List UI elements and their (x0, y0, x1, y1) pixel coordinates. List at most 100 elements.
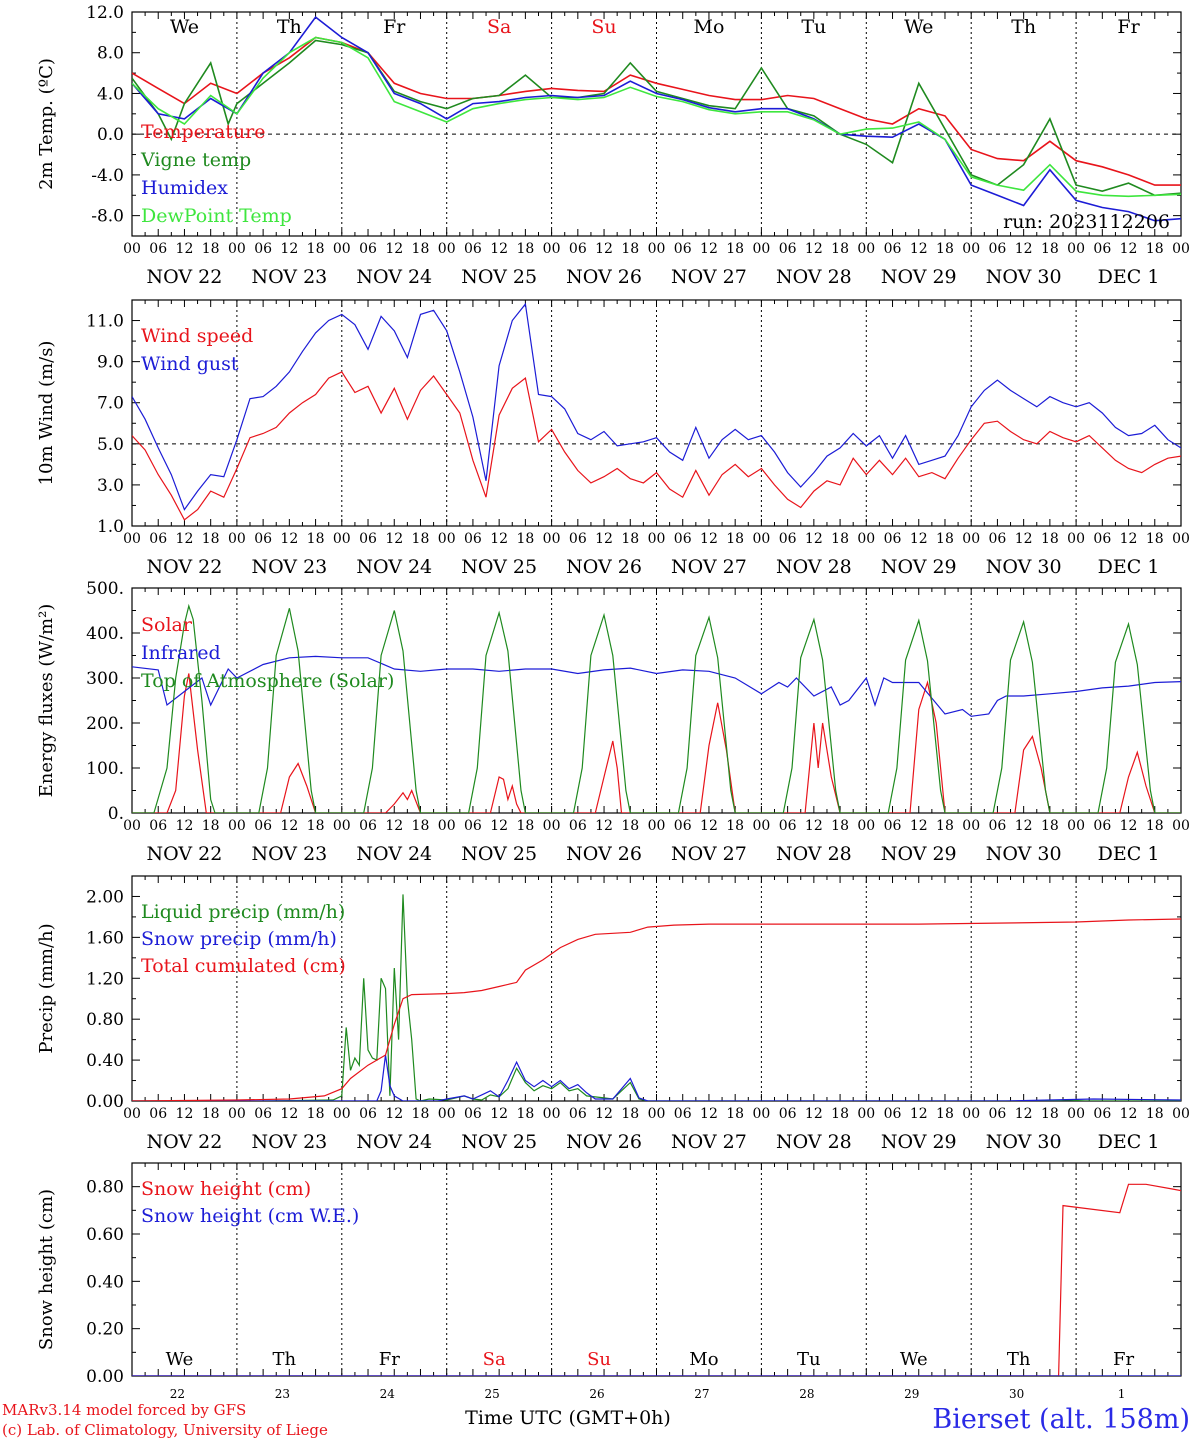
hour-tick-label: 00 (1172, 818, 1190, 834)
weekday-label: Sa (487, 16, 511, 38)
date-label: NOV 29 (881, 1131, 957, 1153)
hour-tick-label: 06 (674, 1106, 692, 1122)
hour-tick-label: 06 (1093, 1106, 1111, 1122)
hour-tick-label: 12 (910, 818, 928, 834)
weekday-label: Th (273, 1349, 297, 1370)
panel-2: 11.0 9.0 7.0 5.0 3.0 1.0 10m Wind (m/s) Wind sp… (36, 299, 1190, 578)
y-axis-label: 2m Temp. (ºC) (36, 58, 57, 190)
hour-tick-label: 12 (910, 1106, 928, 1122)
hour-tick-label: 00 (123, 1106, 141, 1122)
hour-tick-label: 12 (595, 1106, 613, 1122)
legend-entry: Snow height (cm) (141, 1178, 311, 1200)
day-number-label: 25 (485, 1387, 500, 1401)
hour-tick-label: 06 (989, 818, 1007, 834)
station-label: Bierset (alt. 158m) (932, 1404, 1190, 1435)
hour-tick-label: 00 (333, 818, 351, 834)
hour-tick-label: 18 (516, 1106, 534, 1122)
hour-tick-label: 00 (228, 531, 246, 547)
y-tick-label: 300. (86, 669, 124, 689)
series-line (132, 1183, 1181, 1376)
hour-tick-label: 06 (989, 1106, 1007, 1122)
weekday-label: Mo (693, 16, 724, 38)
hour-tick-label: 18 (831, 531, 849, 547)
hour-tick-label: 12 (700, 531, 718, 547)
date-label: NOV 26 (566, 266, 642, 288)
date-label: NOV 26 (566, 1131, 642, 1153)
date-label: NOV 24 (356, 1131, 432, 1153)
y-tick-label: 9.0 (97, 353, 124, 373)
date-label: NOV 28 (776, 1131, 852, 1153)
y-tick-label: 400. (86, 624, 124, 644)
hour-tick-label: 12 (805, 241, 823, 257)
hour-tick-label: 00 (123, 241, 141, 257)
hour-tick-label: 06 (359, 818, 377, 834)
hour-tick-label: 18 (1041, 531, 1059, 547)
hour-tick-label: 06 (464, 1106, 482, 1122)
hour-tick-label: 00 (438, 818, 456, 834)
y-tick-label: 1.20 (86, 969, 124, 989)
hour-tick-label: 12 (490, 1106, 508, 1122)
legend-entry: Vigne temp (140, 149, 251, 171)
date-label: NOV 30 (986, 556, 1062, 578)
weekday-label: Mo (689, 1349, 718, 1370)
date-label: NOV 25 (461, 843, 537, 865)
hour-tick-label: 18 (831, 241, 849, 257)
hour-tick-label: 06 (254, 531, 272, 547)
hour-tick-label: 18 (202, 818, 220, 834)
date-label: NOV 28 (776, 266, 852, 288)
hour-tick-label: 06 (149, 241, 167, 257)
legend-entry: Total cumulated (cm) (141, 955, 346, 977)
day-number-label: 29 (904, 1387, 919, 1401)
hour-tick-label: 18 (726, 241, 744, 257)
y-tick-label: 0.0 (97, 125, 124, 145)
weekday-label: Fr (379, 1349, 400, 1370)
y-tick-label: 0. (108, 804, 124, 824)
hour-tick-label: 18 (516, 818, 534, 834)
hour-tick-label: 06 (884, 241, 902, 257)
hour-tick-label: 18 (726, 818, 744, 834)
hour-tick-label: 06 (779, 241, 797, 257)
hour-tick-label: 18 (621, 818, 639, 834)
hour-tick-label: 06 (779, 531, 797, 547)
hour-tick-label: 18 (726, 1106, 744, 1122)
hour-tick-label: 06 (674, 531, 692, 547)
date-label: NOV 22 (147, 556, 223, 578)
hour-tick-label: 12 (1015, 531, 1033, 547)
hour-tick-label: 00 (648, 1106, 666, 1122)
hour-tick-label: 00 (1067, 531, 1085, 547)
hour-tick-label: 00 (1067, 1106, 1085, 1122)
y-tick-label: 100. (86, 759, 124, 779)
date-label: NOV 25 (461, 266, 537, 288)
hour-tick-label: 12 (805, 1106, 823, 1122)
hour-tick-label: 06 (1093, 241, 1111, 257)
hour-tick-label: 12 (1120, 531, 1138, 547)
hour-tick-label: 18 (936, 531, 954, 547)
hour-tick-label: 00 (962, 531, 980, 547)
y-tick-label: 8.0 (97, 44, 124, 64)
hour-tick-label: 00 (857, 1106, 875, 1122)
hour-tick-label: 06 (569, 1106, 587, 1122)
weekday-label: Fr (1117, 16, 1140, 38)
y-tick-label: 12.0 (86, 3, 124, 23)
panel-5: 0.80 0.60 0.40 0.20 0.00 Snow height (cm) Snow… (36, 1162, 1182, 1387)
hour-tick-label: 00 (857, 241, 875, 257)
date-label: NOV 24 (356, 843, 432, 865)
hour-tick-label: 00 (543, 531, 561, 547)
hour-tick-label: 12 (176, 241, 194, 257)
hour-tick-label: 18 (936, 241, 954, 257)
day-number-label: 23 (275, 1387, 290, 1401)
hour-tick-label: 12 (280, 531, 298, 547)
hour-tick-label: 00 (123, 818, 141, 834)
hour-tick-label: 18 (516, 241, 534, 257)
x-axis-title: Time UTC (GMT+0h) (465, 1407, 671, 1429)
hour-tick-label: 12 (700, 241, 718, 257)
hour-tick-label: 12 (700, 818, 718, 834)
legend-entry: Humidex (141, 177, 228, 199)
series-line (132, 918, 1181, 1101)
series-line (132, 15, 1181, 222)
hour-tick-label: 00 (228, 1106, 246, 1122)
hour-tick-label: 00 (962, 241, 980, 257)
hour-tick-label: 18 (307, 531, 325, 547)
y-tick-label: 0.20 (86, 1320, 124, 1340)
weekday-label: Su (591, 16, 616, 38)
